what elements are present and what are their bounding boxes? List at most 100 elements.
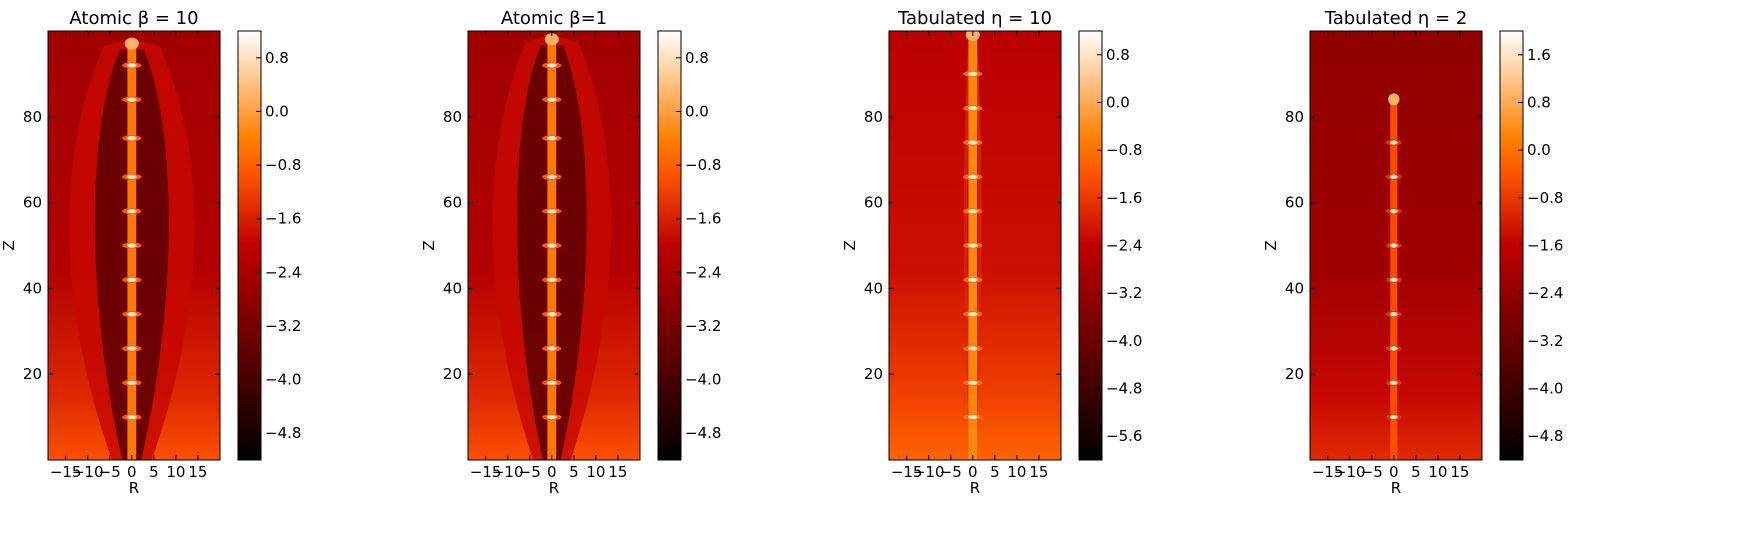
heatmap-4 <box>1310 31 1482 460</box>
shock-knot <box>1389 140 1398 145</box>
y-tick-label: 20 <box>1285 365 1304 383</box>
y-tick-label: 80 <box>864 108 883 126</box>
shock-knot <box>546 63 557 68</box>
colorbar-tick-label: −2.4 <box>685 263 721 281</box>
y-tick-label: 20 <box>23 365 42 383</box>
colorbar-tick-label: −4.0 <box>685 371 721 389</box>
heatmap-2 <box>468 31 640 460</box>
panel-3: −15−10−5 0 5 10 15 20 40 60 80 R Z Tabulated η = 10… <box>841 8 1142 497</box>
shock-knot <box>546 380 557 385</box>
colorbar-tick-label: 0.8 <box>1527 94 1551 112</box>
shock-knot <box>546 414 557 420</box>
colorbar-tick-label: −4.8 <box>1106 380 1142 398</box>
shock-knot <box>967 106 978 111</box>
colorbar-tick-label: 0.0 <box>1527 141 1551 159</box>
x-tick-label: 10 <box>586 463 605 481</box>
shock-knot <box>1389 414 1398 420</box>
colorbar-tick-label: 0.0 <box>685 102 709 120</box>
x-tick-label: 0 <box>1389 463 1399 481</box>
colorbar-tick-label: −4.0 <box>1527 380 1563 398</box>
jet-core <box>127 39 137 460</box>
x-tick-label: −10 <box>492 463 524 481</box>
shock-knot <box>546 174 557 180</box>
x-tick-label: 0 <box>547 463 557 481</box>
shock-knot <box>1389 380 1398 385</box>
shock-knot <box>967 243 978 248</box>
shock-knot <box>967 277 978 283</box>
y-tick-label: 80 <box>1285 108 1304 126</box>
colorbar <box>238 31 261 460</box>
colorbar-tick-label: −4.0 <box>265 371 301 389</box>
x-tick-label: 0 <box>127 463 137 481</box>
shock-knot <box>126 174 137 180</box>
shock-knot <box>1389 243 1398 248</box>
shock-knot <box>126 414 137 420</box>
x-tick-label: −5 <box>519 463 541 481</box>
shock-knot <box>546 97 557 102</box>
y-tick-label: 60 <box>864 194 883 212</box>
colorbar-tick-label: −0.8 <box>1106 141 1142 159</box>
shock-knot <box>126 136 137 141</box>
shock-knot <box>546 208 557 214</box>
shock-knot <box>546 136 557 141</box>
colorbar-tick-label: −0.8 <box>1527 189 1563 207</box>
y-tick-label: 40 <box>864 279 883 297</box>
colorbar-tick-label: −3.2 <box>685 317 721 335</box>
x-tick-label: 5 <box>149 463 159 481</box>
shock-knot <box>967 208 978 214</box>
colorbar-tick-label: −3.2 <box>265 317 301 335</box>
colorbar-tick-label: 0.8 <box>685 49 709 67</box>
x-axis-label: R <box>1391 479 1401 497</box>
shock-knot <box>126 346 137 351</box>
shock-knot <box>546 243 557 248</box>
shock-knot <box>1389 277 1398 283</box>
shock-knot <box>967 71 978 77</box>
y-axis-label: Z <box>0 240 18 250</box>
panel-2: −15−10−5 0 5 10 15 20 40 60 80 R Z Atomic β=1 0.8 0.0… <box>420 8 721 497</box>
colorbar-tick-label: −2.4 <box>1106 237 1142 255</box>
shock-knot <box>967 174 978 180</box>
x-tick-label: 10 <box>1428 463 1447 481</box>
y-tick-label: 60 <box>1285 194 1304 212</box>
y-axis-label: Z <box>1262 240 1280 250</box>
x-tick-label: −10 <box>1334 463 1366 481</box>
colorbar-tick-label: −5.6 <box>1106 427 1142 445</box>
colorbar-tick-label: 1.6 <box>1527 46 1551 64</box>
x-tick-label: 15 <box>188 463 207 481</box>
shock-knot <box>967 140 978 145</box>
x-tick-label: −15 <box>470 463 502 481</box>
y-axis-label: Z <box>420 240 438 250</box>
x-tick-label: −10 <box>913 463 945 481</box>
x-tick-label: 5 <box>990 463 1000 481</box>
shock-knot <box>967 311 978 317</box>
x-tick-label: 15 <box>1450 463 1469 481</box>
jet-head <box>1388 93 1400 106</box>
y-tick-label: 60 <box>443 194 462 212</box>
shock-knot <box>126 243 137 248</box>
colorbar-tick-label: −4.8 <box>685 424 721 442</box>
shock-knot <box>967 414 978 420</box>
axes-frame <box>888 30 1062 461</box>
shock-knot <box>126 97 137 102</box>
shock-knot <box>126 63 137 68</box>
x-axis-label: R <box>549 479 559 497</box>
shock-knot <box>126 277 137 283</box>
colorbar-tick-label: 0.0 <box>1106 94 1130 112</box>
shock-knot <box>1389 208 1398 214</box>
colorbar-tick-label: −2.4 <box>1527 284 1563 302</box>
colorbar-tick-label: −2.4 <box>265 263 301 281</box>
x-tick-label: −15 <box>891 463 923 481</box>
shock-knot <box>967 380 978 385</box>
colorbar-frame <box>657 30 682 461</box>
axes-frame <box>467 30 641 461</box>
panel-title: Atomic β = 10 <box>69 8 198 29</box>
colorbar <box>658 31 681 460</box>
x-axis-label: R <box>970 479 980 497</box>
y-tick-label: 20 <box>864 365 883 383</box>
panel-4: −15−10−5 0 5 10 15 20 40 60 80 R Z Tabulated η = 2 1… <box>1262 8 1563 497</box>
axes-frame <box>1309 30 1483 461</box>
heatmap-3 <box>889 31 1061 460</box>
y-tick-label: 80 <box>23 108 42 126</box>
shock-knot <box>1389 311 1398 317</box>
x-tick-label: −5 <box>940 463 962 481</box>
